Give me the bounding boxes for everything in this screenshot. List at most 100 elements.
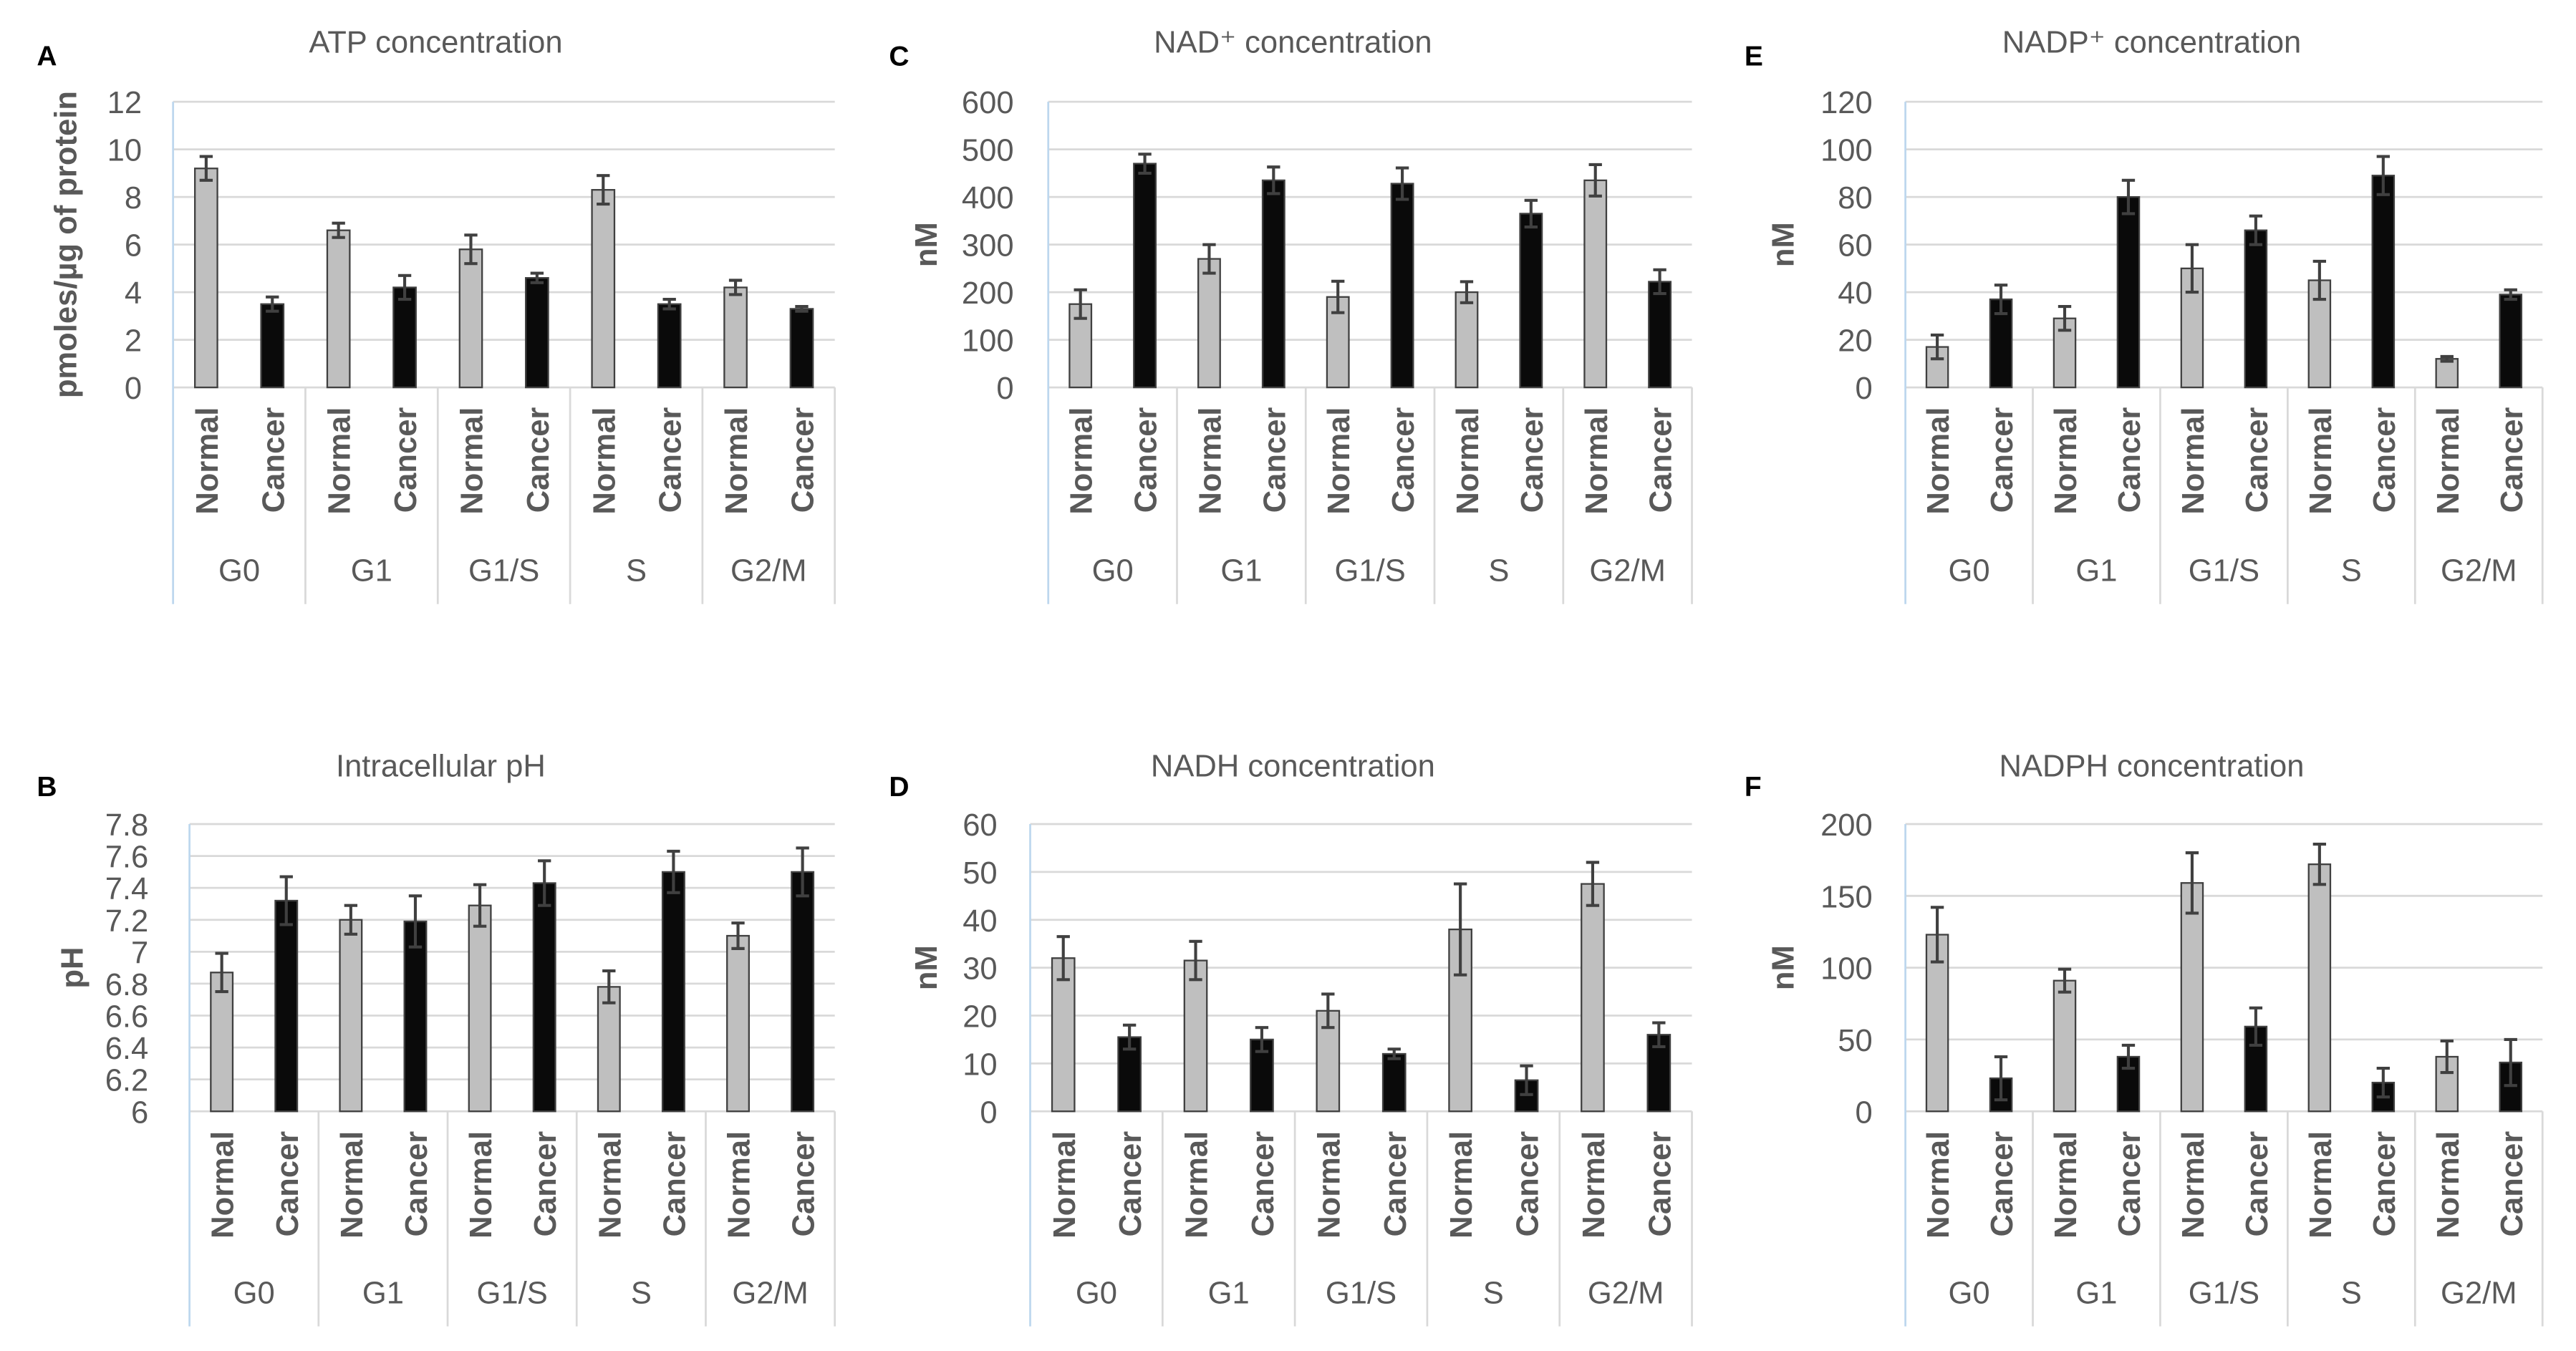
- chart-title: NADP⁺ concentration: [2002, 25, 2302, 59]
- error-bar: [2121, 178, 2136, 216]
- y-tick-label: 2: [125, 324, 142, 359]
- error-bar: [538, 859, 551, 907]
- error-bar: [1930, 333, 1944, 361]
- error-bar: [530, 271, 544, 284]
- group-label: G0: [1076, 1277, 1117, 1311]
- y-tick-label: 7.2: [105, 904, 149, 939]
- error-bar: [2185, 243, 2199, 294]
- y-tick-label: 40: [1838, 276, 1872, 311]
- bar-cancer-g2m: [2499, 294, 2523, 389]
- bar-cancer-g1: [392, 286, 417, 389]
- panel-letter: B: [37, 772, 57, 803]
- error-bar: [1395, 166, 1409, 201]
- error-bar: [397, 273, 412, 301]
- panel-letter: D: [889, 772, 909, 803]
- chart-panel-a: A ATP concentration pmoles/µg of protein 0 2…: [37, 25, 836, 604]
- bar-normal-g1s: [458, 248, 483, 389]
- error-bar: [2249, 214, 2263, 246]
- category-label: Cancer: [1985, 407, 2020, 513]
- group-label: G0: [1949, 554, 1990, 589]
- group-label: S: [2341, 1277, 2362, 1311]
- error-bar: [2185, 851, 2199, 915]
- category-label: Normal: [1322, 407, 1356, 515]
- error-bar: [2504, 288, 2517, 301]
- category-label: Cancer: [1379, 1131, 1413, 1237]
- y-tick-label: 6: [125, 229, 142, 263]
- category-label: Cancer: [1258, 407, 1292, 513]
- chart-title: NADPH concentration: [1999, 750, 2305, 784]
- error-bar: [215, 951, 228, 994]
- error-bar: [1255, 1026, 1269, 1053]
- bar-cancer-g2m: [1648, 281, 1672, 389]
- category-label: Cancer: [787, 1131, 821, 1237]
- bar-normal-s: [591, 189, 616, 389]
- group-label: G1: [1208, 1277, 1250, 1311]
- error-bar: [795, 305, 809, 313]
- y-tick-label: 7.6: [105, 841, 149, 875]
- category-label: Cancer: [786, 407, 821, 513]
- category-label: Normal: [2304, 407, 2338, 515]
- y-tick-label: 0: [1856, 1095, 1873, 1130]
- category-label: Normal: [1048, 1131, 1082, 1239]
- y-axis-label: nM: [910, 222, 944, 267]
- error-bar: [1138, 152, 1152, 175]
- y-tick-label: 100: [1820, 134, 1873, 168]
- group-label: G0: [218, 554, 260, 589]
- category-label: Cancer: [2113, 1131, 2147, 1237]
- group-label: G2/M: [732, 1277, 808, 1311]
- error-bar: [1321, 992, 1335, 1030]
- category-label: Cancer: [521, 407, 556, 513]
- category-label: Cancer: [2368, 407, 2402, 513]
- error-bar: [1653, 268, 1666, 296]
- error-bar: [408, 894, 423, 949]
- error-bar: [2504, 1037, 2517, 1088]
- error-bar: [731, 921, 745, 950]
- group-label: S: [1488, 554, 1509, 589]
- bar-normal-g1: [1197, 258, 1221, 389]
- bar-cancer-g1: [1261, 179, 1285, 389]
- y-tick-label: 30: [963, 952, 997, 987]
- category-label: Normal: [206, 1131, 241, 1239]
- y-tick-label: 6.4: [105, 1032, 149, 1066]
- group-label: G1/S: [2189, 1277, 2259, 1311]
- category-label: Cancer: [256, 407, 291, 513]
- group-label: G1: [362, 1277, 404, 1311]
- y-tick-label: 200: [962, 276, 1014, 311]
- category-label: Cancer: [1985, 1131, 2020, 1237]
- bar-normal-g1: [1183, 959, 1208, 1113]
- category-label: Normal: [587, 407, 622, 515]
- y-tick-label: 600: [962, 86, 1014, 120]
- bar-normal-g1: [2052, 979, 2077, 1113]
- error-bar: [199, 155, 213, 182]
- y-tick-label: 0: [980, 1095, 997, 1130]
- category-label: Cancer: [1114, 1131, 1148, 1237]
- error-bar: [1202, 243, 1216, 275]
- error-bar: [2376, 1066, 2390, 1099]
- category-label: Normal: [190, 407, 225, 515]
- category-label: Cancer: [1515, 407, 1550, 513]
- category-label: Normal: [1921, 1131, 1956, 1239]
- group-label: S: [631, 1277, 652, 1311]
- category-label: Normal: [1180, 1131, 1215, 1239]
- group-label: G1/S: [1335, 554, 1406, 589]
- category-label: Normal: [1312, 1131, 1346, 1239]
- category-label: Cancer: [1643, 1131, 1677, 1237]
- y-tick-label: 150: [1820, 880, 1873, 914]
- bar-cancer-g0: [260, 303, 285, 389]
- group-label: G0: [1092, 554, 1134, 589]
- y-tick-label: 50: [1838, 1024, 1872, 1058]
- category-label: Cancer: [2240, 1131, 2274, 1237]
- y-tick-label: 40: [963, 904, 997, 939]
- y-tick-label: 60: [963, 808, 997, 843]
- category-label: Normal: [464, 1131, 498, 1239]
- bar-cancer-g1s: [1381, 1052, 1407, 1113]
- bar-normal-g2m: [1581, 883, 1605, 1113]
- error-bar: [602, 969, 616, 1004]
- category-label: Cancer: [529, 1131, 563, 1237]
- group-label: S: [1483, 1277, 1504, 1311]
- error-bar: [464, 233, 478, 266]
- bar-cancer-g1s: [1390, 183, 1414, 389]
- error-bar: [1122, 1023, 1137, 1051]
- category-label: Cancer: [2240, 407, 2274, 513]
